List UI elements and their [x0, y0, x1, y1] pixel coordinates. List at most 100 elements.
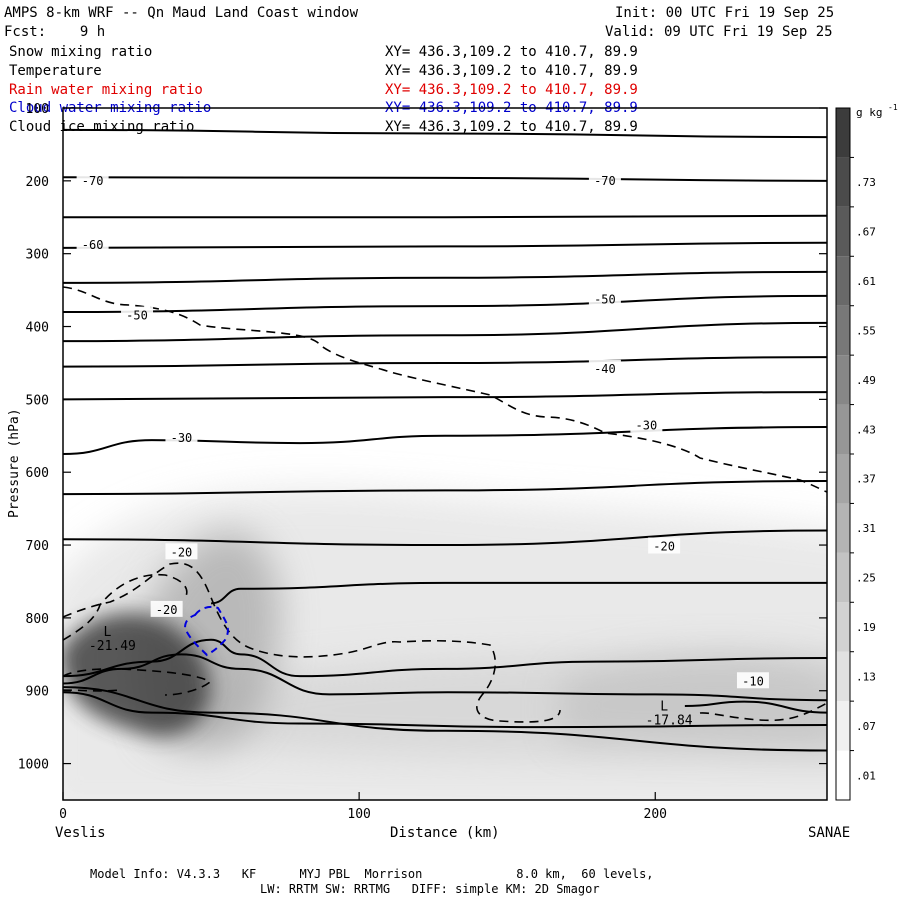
label-bg [150, 600, 183, 617]
field-xy-rain: XY= 436.3,109.2 to 410.7, 89.9 [385, 82, 638, 98]
isotherm-line [63, 479, 827, 496]
x-end-label: SANAE [808, 825, 850, 841]
snow-shade-max [63, 612, 211, 736]
field-xy-temperature: XY= 436.3,109.2 to 410.7, 89.9 [385, 63, 638, 79]
isotherm-line [63, 270, 827, 284]
y-tick-label: 900 [26, 685, 49, 700]
isotherm-label: -40 [594, 362, 616, 376]
colorbar-bin [836, 256, 850, 306]
isotherm-line [63, 691, 827, 729]
colorbar-label: .13 [856, 670, 876, 683]
x-tick-label: 200 [644, 807, 667, 822]
field-legend-snow: Snow mixing ratio [9, 44, 153, 60]
temperature-labels: -70 -70 -60 -50 -50 -40 -30 -30 -20 -20 -20 -10 [76, 171, 769, 689]
y-tick-label: 400 [26, 321, 49, 336]
low-value: -21.49 [89, 639, 136, 654]
isotherms [63, 128, 827, 752]
colorbar-bin [836, 552, 850, 603]
label-bg [121, 306, 154, 323]
isotherm-label: -20 [653, 540, 675, 554]
isotherm-line [63, 321, 827, 343]
label-bg [165, 428, 198, 445]
colorbar-label: .61 [856, 275, 876, 288]
isotherm-line [63, 686, 827, 752]
colorbar-bin [836, 651, 850, 702]
isotherm-line [210, 581, 827, 605]
colorbar-label: .49 [856, 374, 876, 387]
isotherm-line [63, 391, 827, 401]
field-xy-snow: XY= 436.3,109.2 to 410.7, 89.9 [385, 44, 638, 60]
colorbar: .01 .07 .13 .19 .25 .31 .37 .43 .49 .55 .61 .67 .73 g… [835, 103, 898, 801]
colorbar-label: .73 [856, 176, 876, 189]
low-value: -17.84 [646, 713, 693, 728]
colorbar-label: .43 [856, 423, 876, 436]
snow-shade-east [560, 653, 827, 750]
isotherm-line [63, 529, 827, 547]
isotherm-line [63, 356, 827, 368]
cloud-ice-contour [63, 286, 827, 493]
colorbar-label: .07 [856, 720, 876, 733]
isotherm-label: -30 [636, 419, 658, 433]
colorbar-bin [836, 206, 850, 257]
cloud-ice-contour [63, 668, 212, 696]
field-legend-rain: Rain water mixing ratio [9, 82, 203, 98]
isotherm-label: -20 [171, 545, 193, 559]
init-time: Init: 00 UTC Fri 19 Sep 25 [615, 5, 835, 21]
label-bg [588, 171, 621, 188]
field-xy-cloud-ice: XY= 436.3,109.2 to 410.7, 89.9 [385, 119, 638, 135]
isotherm-line [63, 638, 827, 678]
isotherm-line [63, 653, 827, 702]
colorbar-bin [836, 750, 850, 800]
isotherm-label: -60 [82, 238, 104, 252]
colorbar-bin [836, 454, 850, 504]
isotherm-line [63, 214, 827, 219]
forecast-hour: Fcst: 9 h [4, 24, 106, 40]
label-bg [76, 235, 109, 252]
model-info-line2: LW: RRTM SW: RRTMG DIFF: simple KM: 2D S… [260, 882, 600, 896]
isotherm-line [63, 241, 827, 249]
isotherm-label: -50 [126, 309, 148, 323]
valid-time: Valid: 09 UTC Fri 19 Sep 25 [605, 24, 833, 40]
label-bg [648, 537, 681, 554]
x-tick-label: 100 [347, 807, 370, 822]
label-bg [76, 171, 109, 188]
isotherm-line [63, 294, 827, 313]
cloud-water-contour [183, 605, 229, 657]
colorbar-label: .25 [856, 572, 876, 585]
colorbar-label: .55 [856, 324, 876, 337]
colorbar-label: .01 [856, 769, 876, 782]
label-bg [588, 359, 621, 376]
cloud-ice-contour [63, 689, 121, 692]
colorbar-label: .31 [856, 522, 876, 535]
y-tick-label: 100 [26, 102, 49, 117]
isotherm-label: -70 [82, 174, 104, 188]
isotherm-label: -50 [594, 293, 616, 307]
colorbar-bin [836, 701, 850, 751]
x-axis-label: Distance (km) [390, 825, 500, 841]
window-title: AMPS 8-km WRF -- Qn Maud Land Coast wind… [4, 5, 359, 21]
label-bg [630, 416, 663, 433]
colorbar-bin [836, 602, 850, 652]
colorbar-bin [836, 305, 850, 356]
label-bg [588, 290, 621, 307]
y-tick-label: 200 [26, 175, 49, 190]
low-markers: L-21.49L-17.84 [89, 625, 693, 728]
cloud-ice-contours [63, 286, 827, 723]
y-tick-label: 1000 [18, 758, 49, 773]
low-symbol: L [104, 625, 112, 640]
y-tick-label: 800 [26, 612, 49, 627]
colorbar-label: .67 [856, 226, 876, 239]
colorbar-unit-exponent: -1 [888, 103, 898, 112]
colorbar-unit: g kg [856, 106, 883, 119]
y-tick-label: 600 [26, 466, 49, 481]
isotherm-line [63, 176, 827, 182]
y-tick-label: 300 [26, 248, 49, 263]
colorbar-bin [836, 404, 850, 454]
isotherm-label: -70 [594, 174, 616, 188]
isotherm-line [63, 128, 827, 139]
y-tick-label: 700 [26, 539, 49, 554]
colorbar-bin [836, 157, 850, 207]
isotherm-line [684, 700, 827, 714]
colorbar-bin [836, 355, 850, 405]
